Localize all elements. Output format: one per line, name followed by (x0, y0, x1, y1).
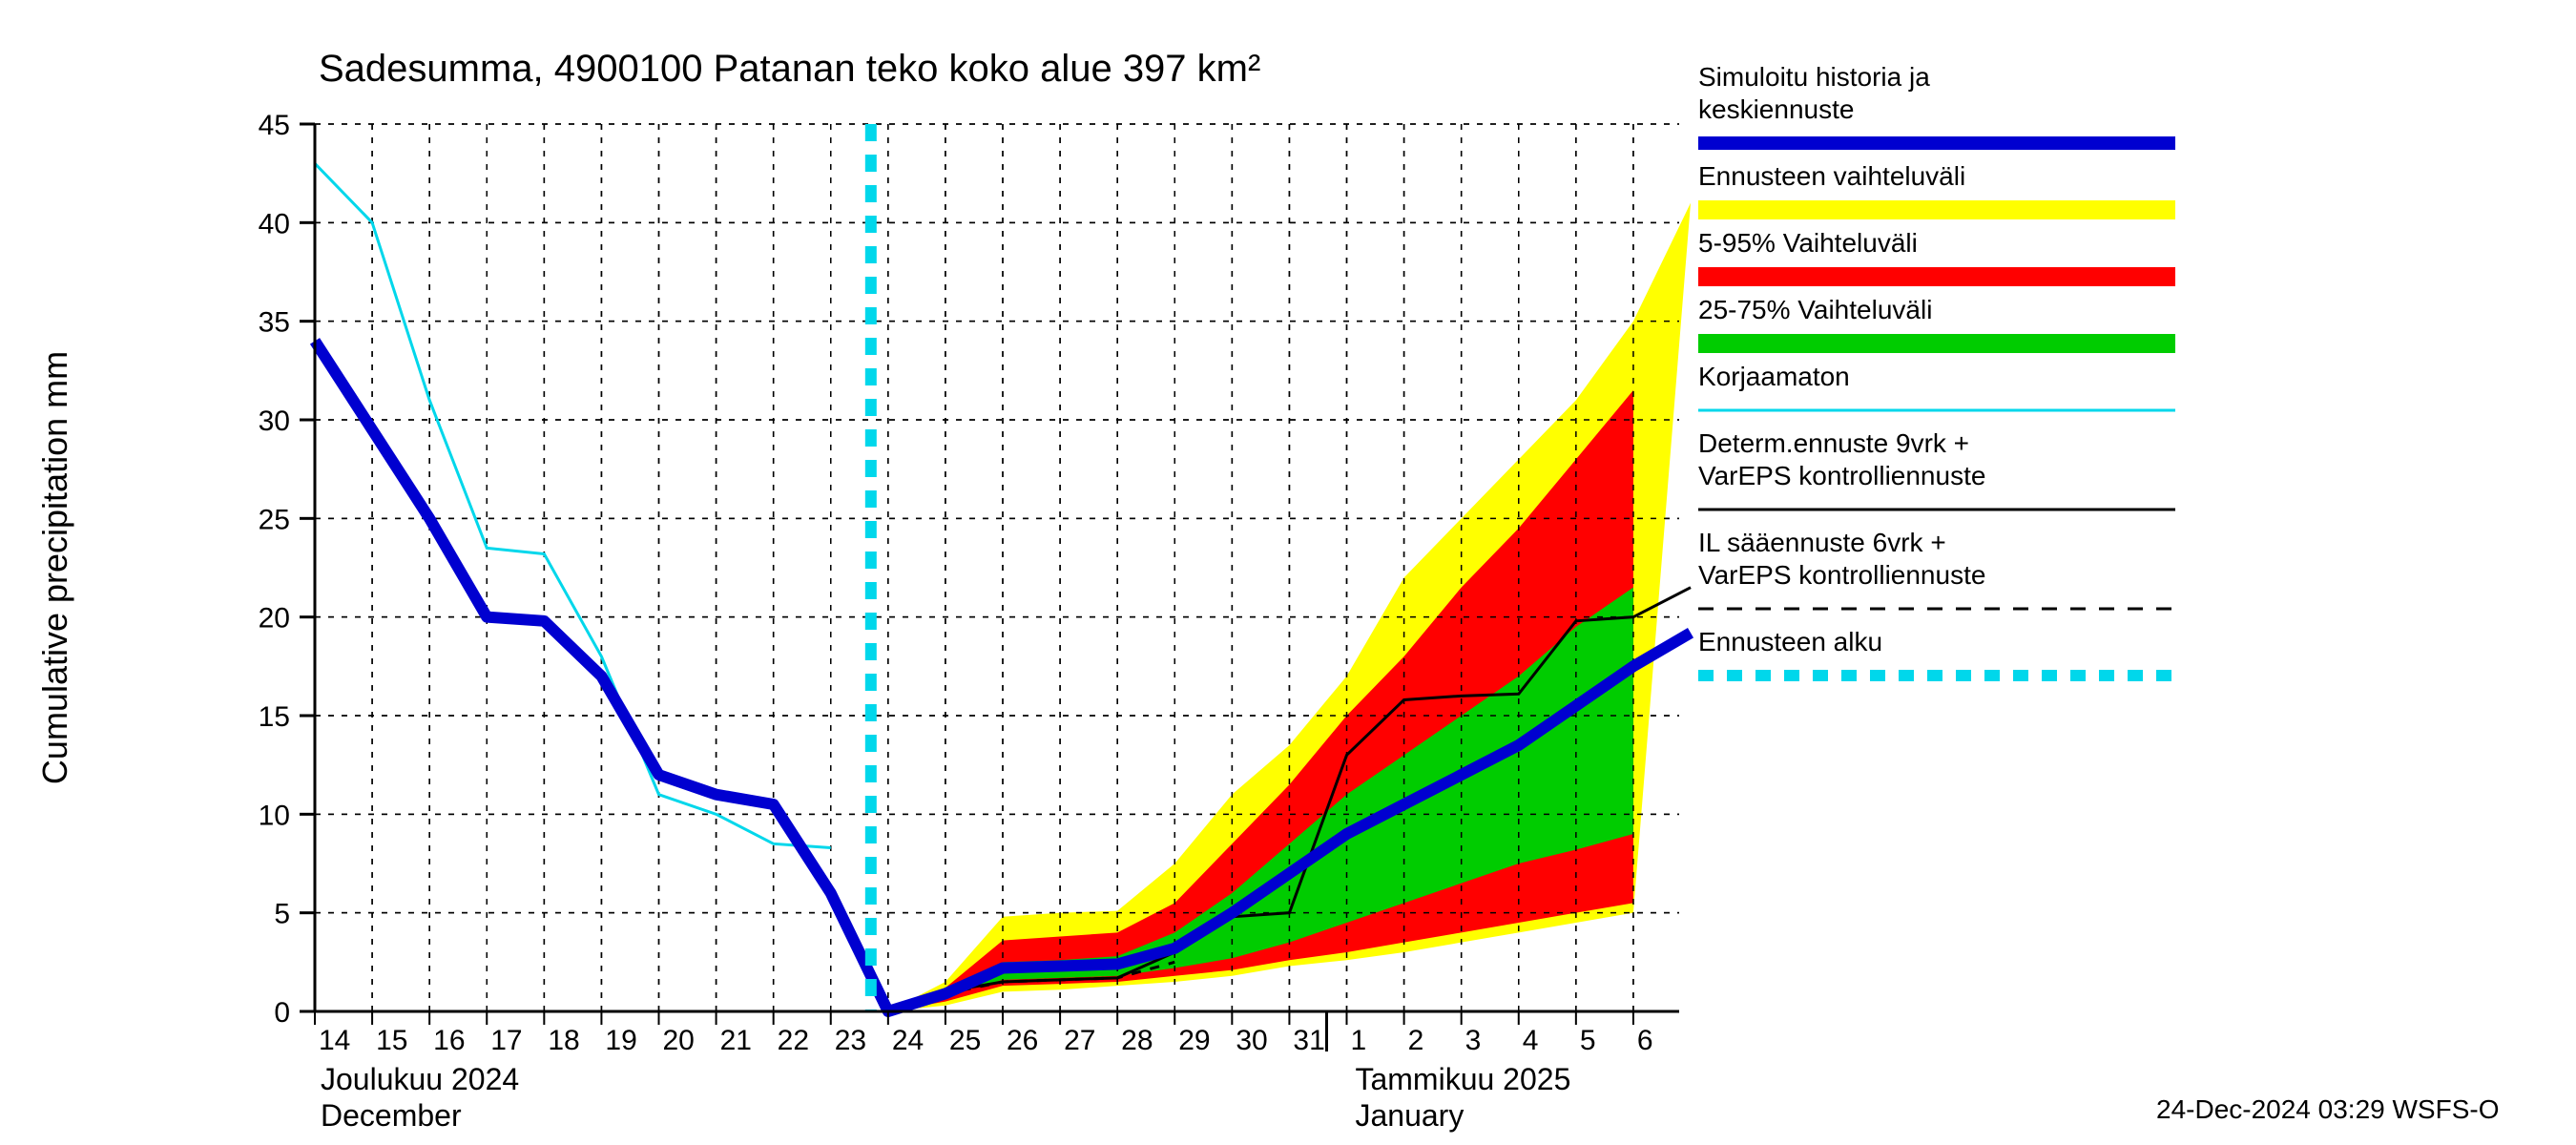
month2-en: January (1355, 1098, 1464, 1133)
svg-text:VarEPS kontrolliennuste: VarEPS kontrolliennuste (1698, 461, 1985, 490)
svg-text:28: 28 (1121, 1025, 1153, 1056)
chart-title: Sadesumma, 4900100 Patanan teko koko alu… (319, 48, 1260, 90)
svg-text:21: 21 (720, 1025, 752, 1056)
svg-text:IL sääennuste 6vrk +: IL sääennuste 6vrk + (1698, 528, 1946, 557)
svg-text:14: 14 (319, 1025, 350, 1056)
y-axis-label: Cumulative precipitation mm (35, 351, 74, 784)
svg-text:19: 19 (605, 1025, 636, 1056)
svg-text:16: 16 (433, 1025, 465, 1056)
svg-text:40: 40 (259, 208, 290, 239)
svg-text:Simuloitu historia ja: Simuloitu historia ja (1698, 62, 1930, 92)
month1-en: December (321, 1098, 462, 1133)
svg-text:29: 29 (1178, 1025, 1210, 1056)
precipitation-chart: 0510152025303540451415161718192021222324… (0, 0, 2576, 1145)
svg-text:23: 23 (835, 1025, 866, 1056)
svg-text:30: 30 (1236, 1025, 1267, 1056)
legend: Simuloitu historia jakeskiennuste Ennuste… (1698, 62, 2175, 676)
svg-text:Ennusteen vaihteluväli: Ennusteen vaihteluväli (1698, 161, 1965, 191)
svg-text:0: 0 (274, 997, 290, 1029)
svg-text:6: 6 (1637, 1025, 1653, 1056)
svg-text:45: 45 (259, 110, 290, 141)
svg-text:15: 15 (376, 1025, 407, 1056)
svg-text:18: 18 (548, 1025, 579, 1056)
svg-text:20: 20 (259, 603, 290, 635)
month2-fi: Tammikuu 2025 (1355, 1062, 1570, 1096)
svg-text:22: 22 (778, 1025, 809, 1056)
svg-text:35: 35 (259, 307, 290, 339)
svg-text:4: 4 (1523, 1025, 1539, 1056)
svg-text:Ennusteen alku: Ennusteen alku (1698, 627, 1882, 656)
svg-text:31: 31 (1293, 1025, 1324, 1056)
svg-text:30: 30 (259, 406, 290, 437)
svg-text:2: 2 (1408, 1025, 1424, 1056)
svg-text:VarEPS kontrolliennuste: VarEPS kontrolliennuste (1698, 560, 1985, 590)
footer-timestamp: 24-Dec-2024 03:29 WSFS-O (2156, 1094, 2500, 1124)
month1-fi: Joulukuu 2024 (321, 1062, 519, 1096)
svg-text:keskiennuste: keskiennuste (1698, 94, 1854, 124)
svg-text:26: 26 (1007, 1025, 1038, 1056)
svg-text:25-75% Vaihteluväli: 25-75% Vaihteluväli (1698, 295, 1932, 324)
svg-text:1: 1 (1351, 1025, 1367, 1056)
svg-text:25: 25 (259, 504, 290, 535)
svg-text:10: 10 (259, 800, 290, 831)
svg-text:Korjaamaton: Korjaamaton (1698, 362, 1850, 391)
svg-text:25: 25 (949, 1025, 981, 1056)
svg-text:5-95% Vaihteluväli: 5-95% Vaihteluväli (1698, 228, 1918, 258)
svg-text:5: 5 (274, 899, 290, 930)
svg-text:24: 24 (892, 1025, 924, 1056)
svg-text:3: 3 (1465, 1025, 1482, 1056)
svg-text:17: 17 (490, 1025, 522, 1056)
svg-text:20: 20 (663, 1025, 695, 1056)
uncorrected-line (315, 163, 831, 847)
svg-text:Determ.ennuste 9vrk +: Determ.ennuste 9vrk + (1698, 428, 1969, 458)
svg-text:27: 27 (1064, 1025, 1095, 1056)
svg-text:5: 5 (1580, 1025, 1596, 1056)
svg-text:15: 15 (259, 701, 290, 733)
